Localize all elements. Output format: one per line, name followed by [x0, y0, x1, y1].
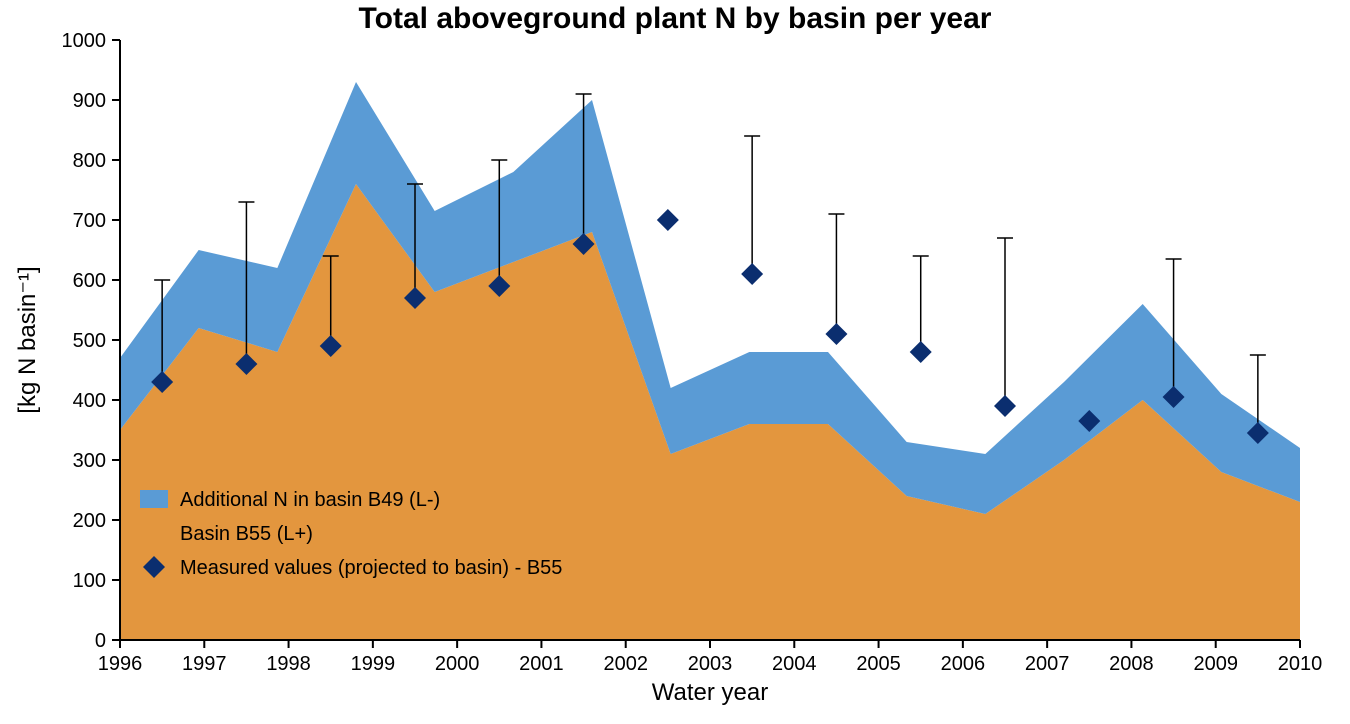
legend-swatch: [140, 490, 168, 508]
x-tick-label: 2008: [1109, 653, 1154, 675]
y-tick-label: 400: [73, 390, 106, 412]
chart-svg: Total aboveground plant N by basin per y…: [0, 0, 1350, 724]
x-tick-label: 1996: [98, 653, 143, 675]
x-tick-label: 2003: [688, 653, 733, 675]
x-tick-label: 2006: [941, 653, 986, 675]
y-tick-label: 200: [73, 510, 106, 532]
x-tick-label: 2002: [603, 653, 648, 675]
x-tick-label: 2001: [519, 653, 564, 675]
y-axis-label: [kg N basin⁻¹]: [14, 266, 41, 413]
x-tick-label: 1999: [351, 653, 396, 675]
x-tick-label: 2005: [856, 653, 901, 675]
legend-label: Basin B55 (L+): [180, 523, 313, 545]
legend-swatch: [140, 524, 168, 542]
chart-container: Total aboveground plant N by basin per y…: [0, 0, 1350, 724]
y-tick-label: 600: [73, 270, 106, 292]
chart-title: Total aboveground plant N by basin per y…: [359, 2, 992, 35]
x-tick-label: 2004: [772, 653, 817, 675]
y-tick-label: 500: [73, 330, 106, 352]
legend-label: Additional N in basin B49 (L-): [180, 489, 440, 511]
y-tick-label: 900: [73, 90, 106, 112]
y-tick-label: 700: [73, 210, 106, 232]
x-tick-label: 2007: [1025, 653, 1070, 675]
x-tick-label: 2000: [435, 653, 480, 675]
x-tick-label: 2010: [1278, 653, 1323, 675]
y-tick-label: 100: [73, 570, 106, 592]
x-axis-label: Water year: [652, 679, 768, 706]
x-tick-label: 2009: [1193, 653, 1238, 675]
y-tick-label: 0: [95, 630, 106, 652]
x-tick-label: 1998: [266, 653, 311, 675]
y-tick-label: 300: [73, 450, 106, 472]
legend-label: Measured values (projected to basin) - B…: [180, 557, 562, 579]
y-tick-label: 1000: [62, 30, 107, 52]
y-tick-label: 800: [73, 150, 106, 172]
x-tick-label: 1997: [182, 653, 227, 675]
